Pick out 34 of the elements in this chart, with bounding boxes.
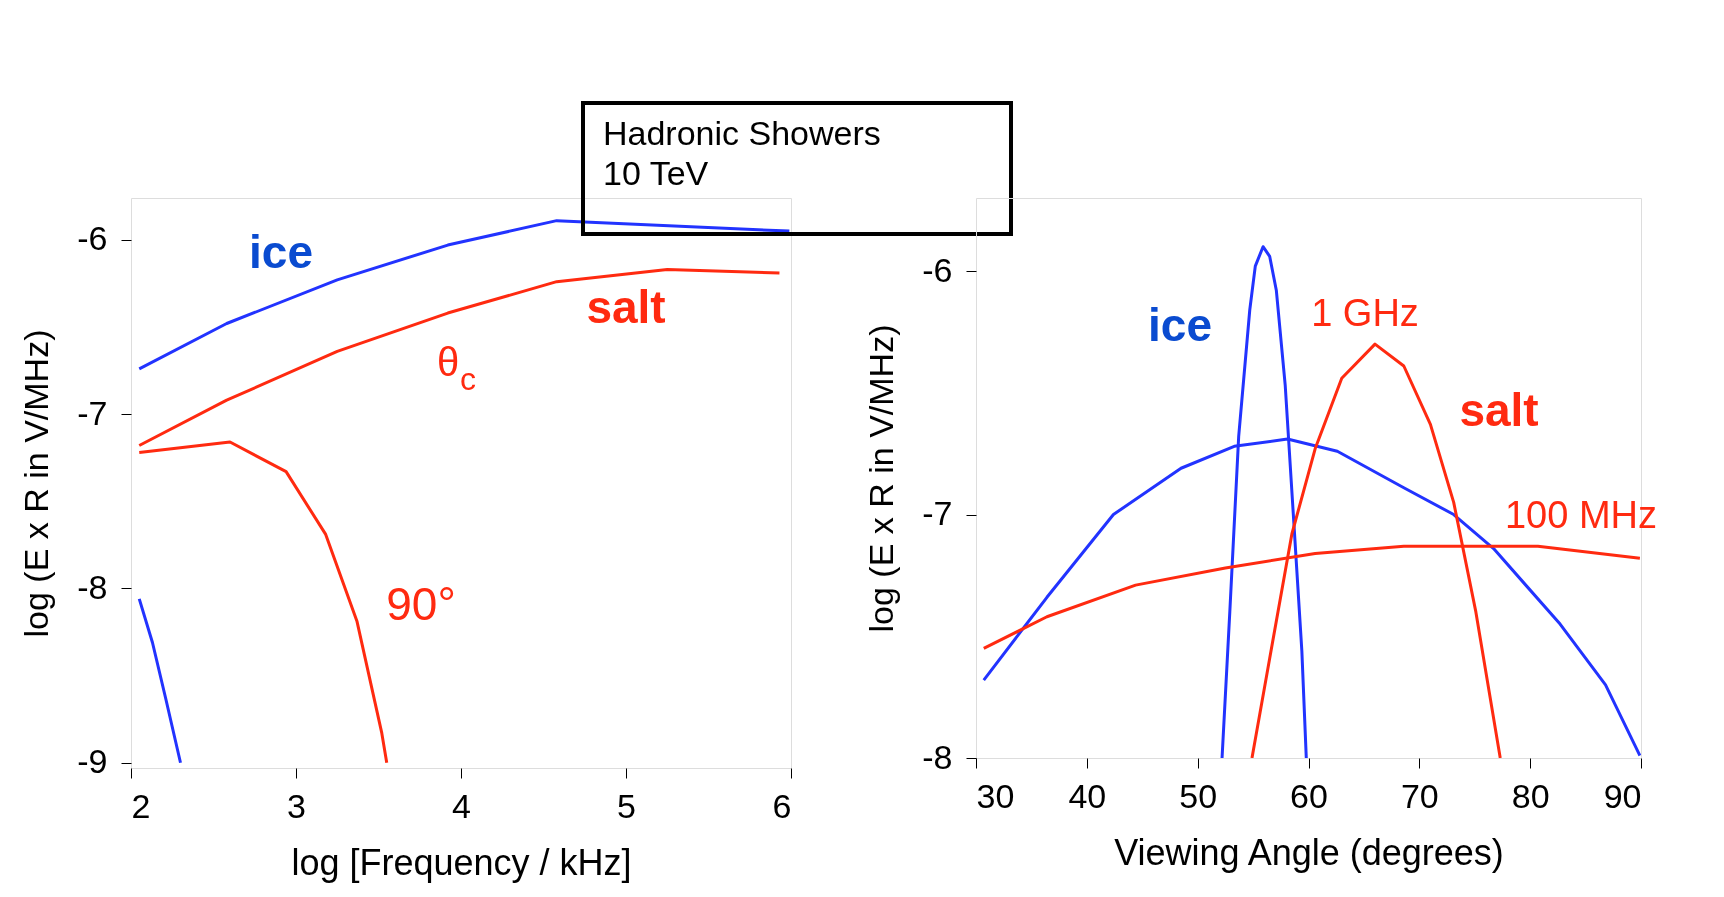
y-axis-title: log (E x R in V/MHz) [17,329,56,638]
text: Hadronic Showers 10 TeV [603,114,881,192]
annotation: 1 GHz [1311,292,1419,334]
annotation: 100 MHz [1504,494,1658,536]
line-series [137,440,389,765]
x-tick-label: 80 [1511,776,1550,815]
y-tick-label: -9 [77,742,108,781]
x-tick-label: 4 [452,786,471,825]
y-tick-label: -7 [77,393,108,432]
y-axis-title: log (E x R in V/MHz) [862,324,901,633]
x-tick-label: 40 [1068,776,1107,815]
x-tick-label: 70 [1400,776,1439,815]
y-tick-label: -8 [922,737,953,776]
x-tick-label: 60 [1290,776,1328,815]
x-tick-label: 3 [287,786,306,825]
x-axis-title: Viewing Angle (degrees) [1114,831,1504,873]
x-axis-title: log [Frequency / kHz] [291,841,632,883]
annotation: salt [1459,384,1539,436]
annotation: salt [586,281,666,333]
annotation: 90° [386,578,456,630]
y-tick-label: -6 [77,219,108,258]
x-tick-label: 2 [131,786,151,825]
x-tick-label: 50 [1179,776,1218,815]
x-tick-label: 30 [976,776,1015,815]
y-tick-label: -8 [77,567,108,606]
y-tick-label: -6 [922,250,953,289]
x-tick-label: 90 [1603,776,1642,815]
x-tick-label: 5 [617,786,636,825]
y-tick-label: -7 [922,494,953,533]
x-tick-label: 6 [772,786,792,825]
annotation: ice [249,226,313,278]
annotation: ice [1148,299,1212,351]
line-series [137,597,182,765]
line-series [137,267,781,448]
